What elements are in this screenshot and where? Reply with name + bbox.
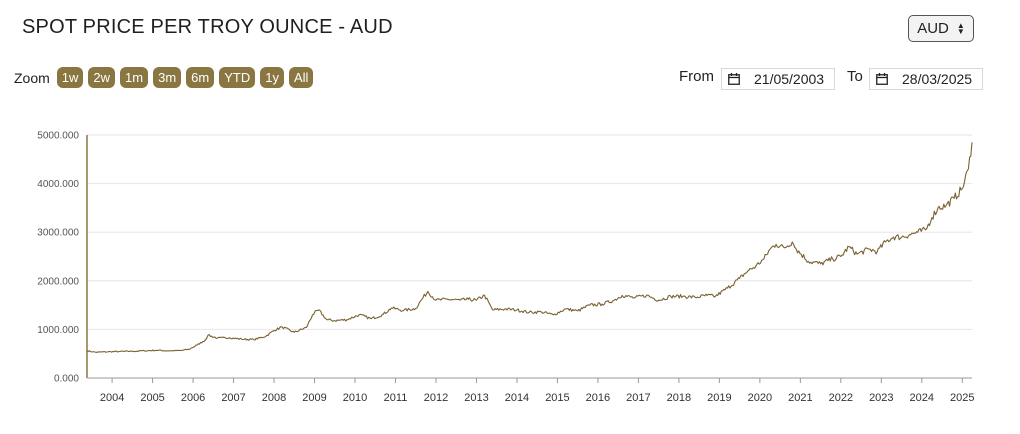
zoom-2w-button[interactable]: 2w [88,67,116,88]
y-tick-label: 5000.000 [37,131,79,142]
price-series-line [86,142,973,353]
x-tick-label: 2020 [748,392,772,404]
zoom-1m-button[interactable]: 1m [120,67,149,88]
x-tick-label: 2008 [262,392,286,404]
currency-select[interactable]: AUD ▲ ▼ [908,15,974,42]
x-tick-label: 2023 [869,392,893,404]
x-tick-label: 2005 [140,392,164,404]
x-tick-label: 2006 [181,392,205,404]
to-label: To [847,68,863,85]
x-tick-label: 2025 [950,392,974,404]
zoom-all-button[interactable]: All [288,67,314,88]
zoom-bar: Zoom 1w 2w 1m 3m 6m YTD 1y All [14,67,314,88]
x-tick-label: 2009 [302,392,326,404]
x-tick-label: 2024 [910,392,934,404]
x-tick-label: 2016 [586,392,610,404]
x-tick-label: 2019 [707,392,731,404]
x-tick-label: 2004 [100,392,124,404]
y-tick-label: 3000.000 [37,228,79,239]
x-tick-label: 2007 [221,392,245,404]
currency-select-value: AUD [917,20,949,37]
x-tick-label: 2013 [464,392,488,404]
zoom-1w-button[interactable]: 1w [56,67,84,88]
to-date-input[interactable]: 28/03/2025 [869,68,983,90]
from-date-value: 21/05/2003 [754,71,825,87]
y-tick-label: 4000.000 [37,179,79,190]
y-tick-label: 1000.000 [37,325,79,336]
from-label: From [679,68,714,85]
to-date-value: 28/03/2025 [902,71,973,87]
x-tick-label: 2021 [788,392,812,404]
y-tick-label: 0.000 [54,374,79,385]
x-tick-label: 2010 [343,392,367,404]
from-date-input[interactable]: 21/05/2003 [721,68,835,90]
calendar-icon [876,73,888,85]
zoom-1y-button[interactable]: 1y [260,67,284,88]
zoom-6m-button[interactable]: 6m [186,67,215,88]
x-tick-label: 2012 [424,392,448,404]
calendar-icon [728,73,740,85]
x-tick-label: 2022 [829,392,853,404]
x-tick-label: 2017 [626,392,650,404]
zoom-3m-button[interactable]: 3m [153,67,182,88]
updown-arrows-icon: ▲ ▼ [956,20,965,36]
zoom-ytd-button[interactable]: YTD [219,67,256,88]
page-title: SPOT PRICE PER TROY OUNCE - AUD [22,16,393,38]
zoom-label: Zoom [14,69,50,86]
x-tick-label: 2014 [505,392,529,404]
x-tick-label: 2018 [667,392,691,404]
x-tick-label: 2011 [384,392,408,404]
x-tick-label: 2015 [545,392,569,404]
y-tick-label: 2000.000 [37,276,79,287]
